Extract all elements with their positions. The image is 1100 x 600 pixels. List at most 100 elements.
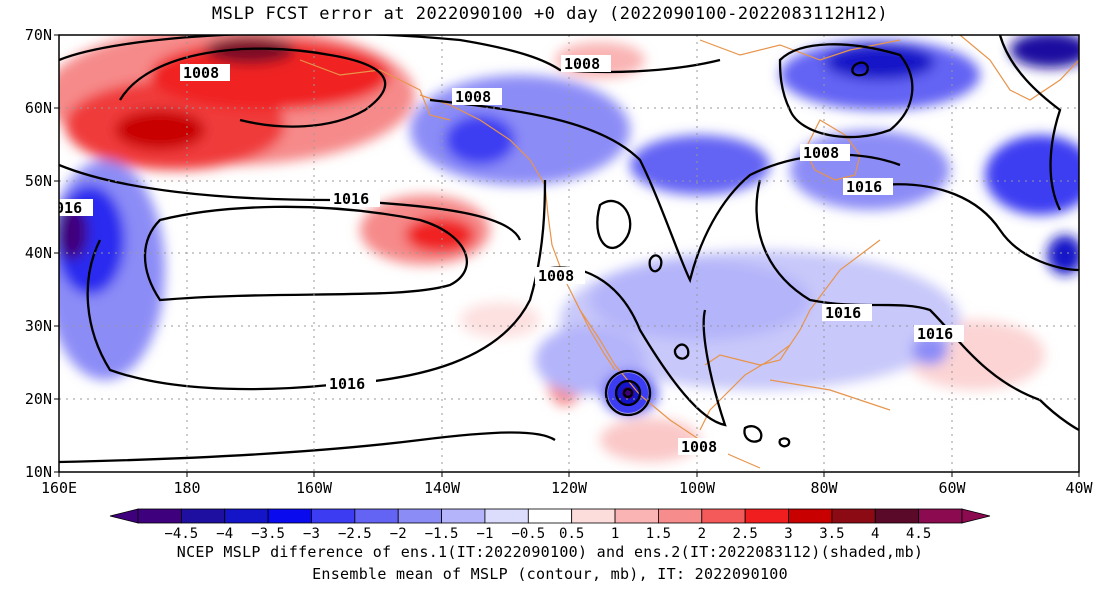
contour-label: 1008 (455, 88, 491, 106)
lon-label: 160E (41, 479, 77, 497)
negative-anomaly (630, 135, 770, 195)
contour-line (143, 205, 468, 302)
negative-anomaly (410, 75, 630, 185)
colorbar-swatch (527, 508, 573, 524)
colorbar-left-arrow (109, 508, 139, 524)
north-america-east-coast (699, 239, 881, 431)
label-bg (59, 199, 93, 216)
lon-label: 40W (1065, 479, 1093, 497)
gulf-coast (704, 344, 791, 366)
negative-anomaly (1047, 235, 1079, 275)
contour-label: 1016 (825, 304, 861, 322)
negative-anomaly (59, 204, 88, 260)
positive-anomaly (205, 36, 295, 64)
colorbar-label: 0.5 (559, 526, 584, 542)
colorbar-label: 1 (611, 526, 619, 542)
contour-label: 1008 (564, 55, 600, 73)
colorbar-label: −4 (216, 526, 233, 542)
contour-line (622, 387, 634, 399)
contour-label: 1016 (329, 375, 365, 393)
negative-anomaly (590, 260, 810, 340)
colorbar-swatch (614, 508, 659, 524)
colorbar-swatch (224, 508, 269, 524)
colorbar-label: 4.5 (906, 526, 931, 542)
positive-anomaly (115, 110, 205, 150)
contour-line (673, 343, 690, 360)
contour-line (755, 179, 1079, 432)
lon-label: 140W (424, 479, 461, 497)
caption-line-2: Ensemble mean of MSLP (contour, mb), IT:… (312, 565, 788, 583)
contour-line (596, 199, 632, 250)
mslp-contours (59, 35, 1079, 464)
positive-anomaly (405, 217, 475, 253)
contour-label: 1008 (803, 144, 839, 162)
colorbar-label: 4 (871, 526, 879, 542)
contour-line (778, 43, 914, 139)
colorbar-swatch (267, 508, 312, 524)
label-bg (914, 325, 964, 342)
colorbar-swatch (658, 508, 703, 524)
lon-label: 80W (810, 479, 838, 497)
colorbar-swatch (311, 508, 356, 524)
colorbar-label: −3 (303, 526, 320, 542)
contour-label: 1016 (46, 199, 82, 217)
colorbar-label: −2.5 (338, 526, 372, 542)
positive-anomaly (150, 40, 390, 110)
contour-line (998, 35, 1062, 211)
colorbar-swatch (441, 508, 486, 524)
label-bg (535, 267, 585, 284)
contour-line (539, 266, 727, 427)
positive-anomaly (600, 418, 700, 462)
label-bg (678, 438, 728, 455)
lon-label: 180 (173, 479, 200, 497)
colorbar-label: 1.5 (646, 526, 671, 542)
caption-line-1: NCEP MSLP difference of ens.1(IT:2022090… (176, 543, 924, 561)
colorbar-swatch (137, 508, 182, 524)
label-bg (452, 88, 502, 105)
graticule (59, 35, 1079, 472)
negative-anomaly (912, 335, 948, 365)
contour-line (119, 47, 387, 128)
contour-line (59, 431, 556, 464)
contour-label: 1008 (681, 438, 717, 456)
colorbar-label: 2 (698, 526, 706, 542)
negative-anomaly (445, 115, 515, 165)
caribbean-islands (769, 379, 891, 411)
contour-label: 1008 (538, 267, 574, 285)
label-bg (843, 178, 893, 195)
contour-label: 1016 (846, 178, 882, 196)
colorbar-label: −1 (477, 526, 494, 542)
lat-label: 50N (25, 172, 52, 190)
positive-anomaly (460, 302, 540, 338)
colorbar-swatch (788, 508, 833, 524)
colorbar: −4.5 −4 −3.5 −3 −2.5 −2 −1.5 −1 −0.5 0.5 1 1.5 2 2.5 3… (109, 508, 991, 542)
contour-line (743, 425, 763, 443)
contour-line (648, 254, 663, 273)
negative-anomaly (985, 135, 1079, 215)
lon-label: 160W (296, 479, 333, 497)
colorbar-label: 3 (784, 526, 792, 542)
contour-line (429, 98, 901, 284)
colorbar-swatch (701, 508, 746, 524)
contour-line (59, 35, 721, 74)
contour-line (879, 183, 1079, 272)
colorbar-label: −3.5 (251, 526, 285, 542)
lon-label: 60W (938, 479, 966, 497)
contour-line (778, 437, 791, 448)
colorbar-swatch (874, 508, 920, 524)
colorbar-label: −4.5 (165, 526, 199, 542)
label-bg (326, 375, 376, 392)
longitude-labels: 160E 180 160W 140W 120W 100W 80W 60W 40W (41, 479, 1094, 497)
colorbar-label: −0.5 (511, 526, 545, 542)
colorbar-swatch (354, 508, 399, 524)
colorbar-swatch (831, 508, 876, 524)
lat-label: 30N (25, 317, 52, 335)
contour-label: 1016 (917, 325, 953, 343)
contour-line (604, 369, 652, 417)
baja-california (574, 299, 616, 371)
contour-label: 1008 (183, 64, 219, 82)
colorbar-right-arrow (961, 508, 991, 524)
lat-label: 40N (25, 244, 52, 262)
map-title: MSLP FCST error at 2022090100 +0 day (20… (211, 4, 889, 24)
